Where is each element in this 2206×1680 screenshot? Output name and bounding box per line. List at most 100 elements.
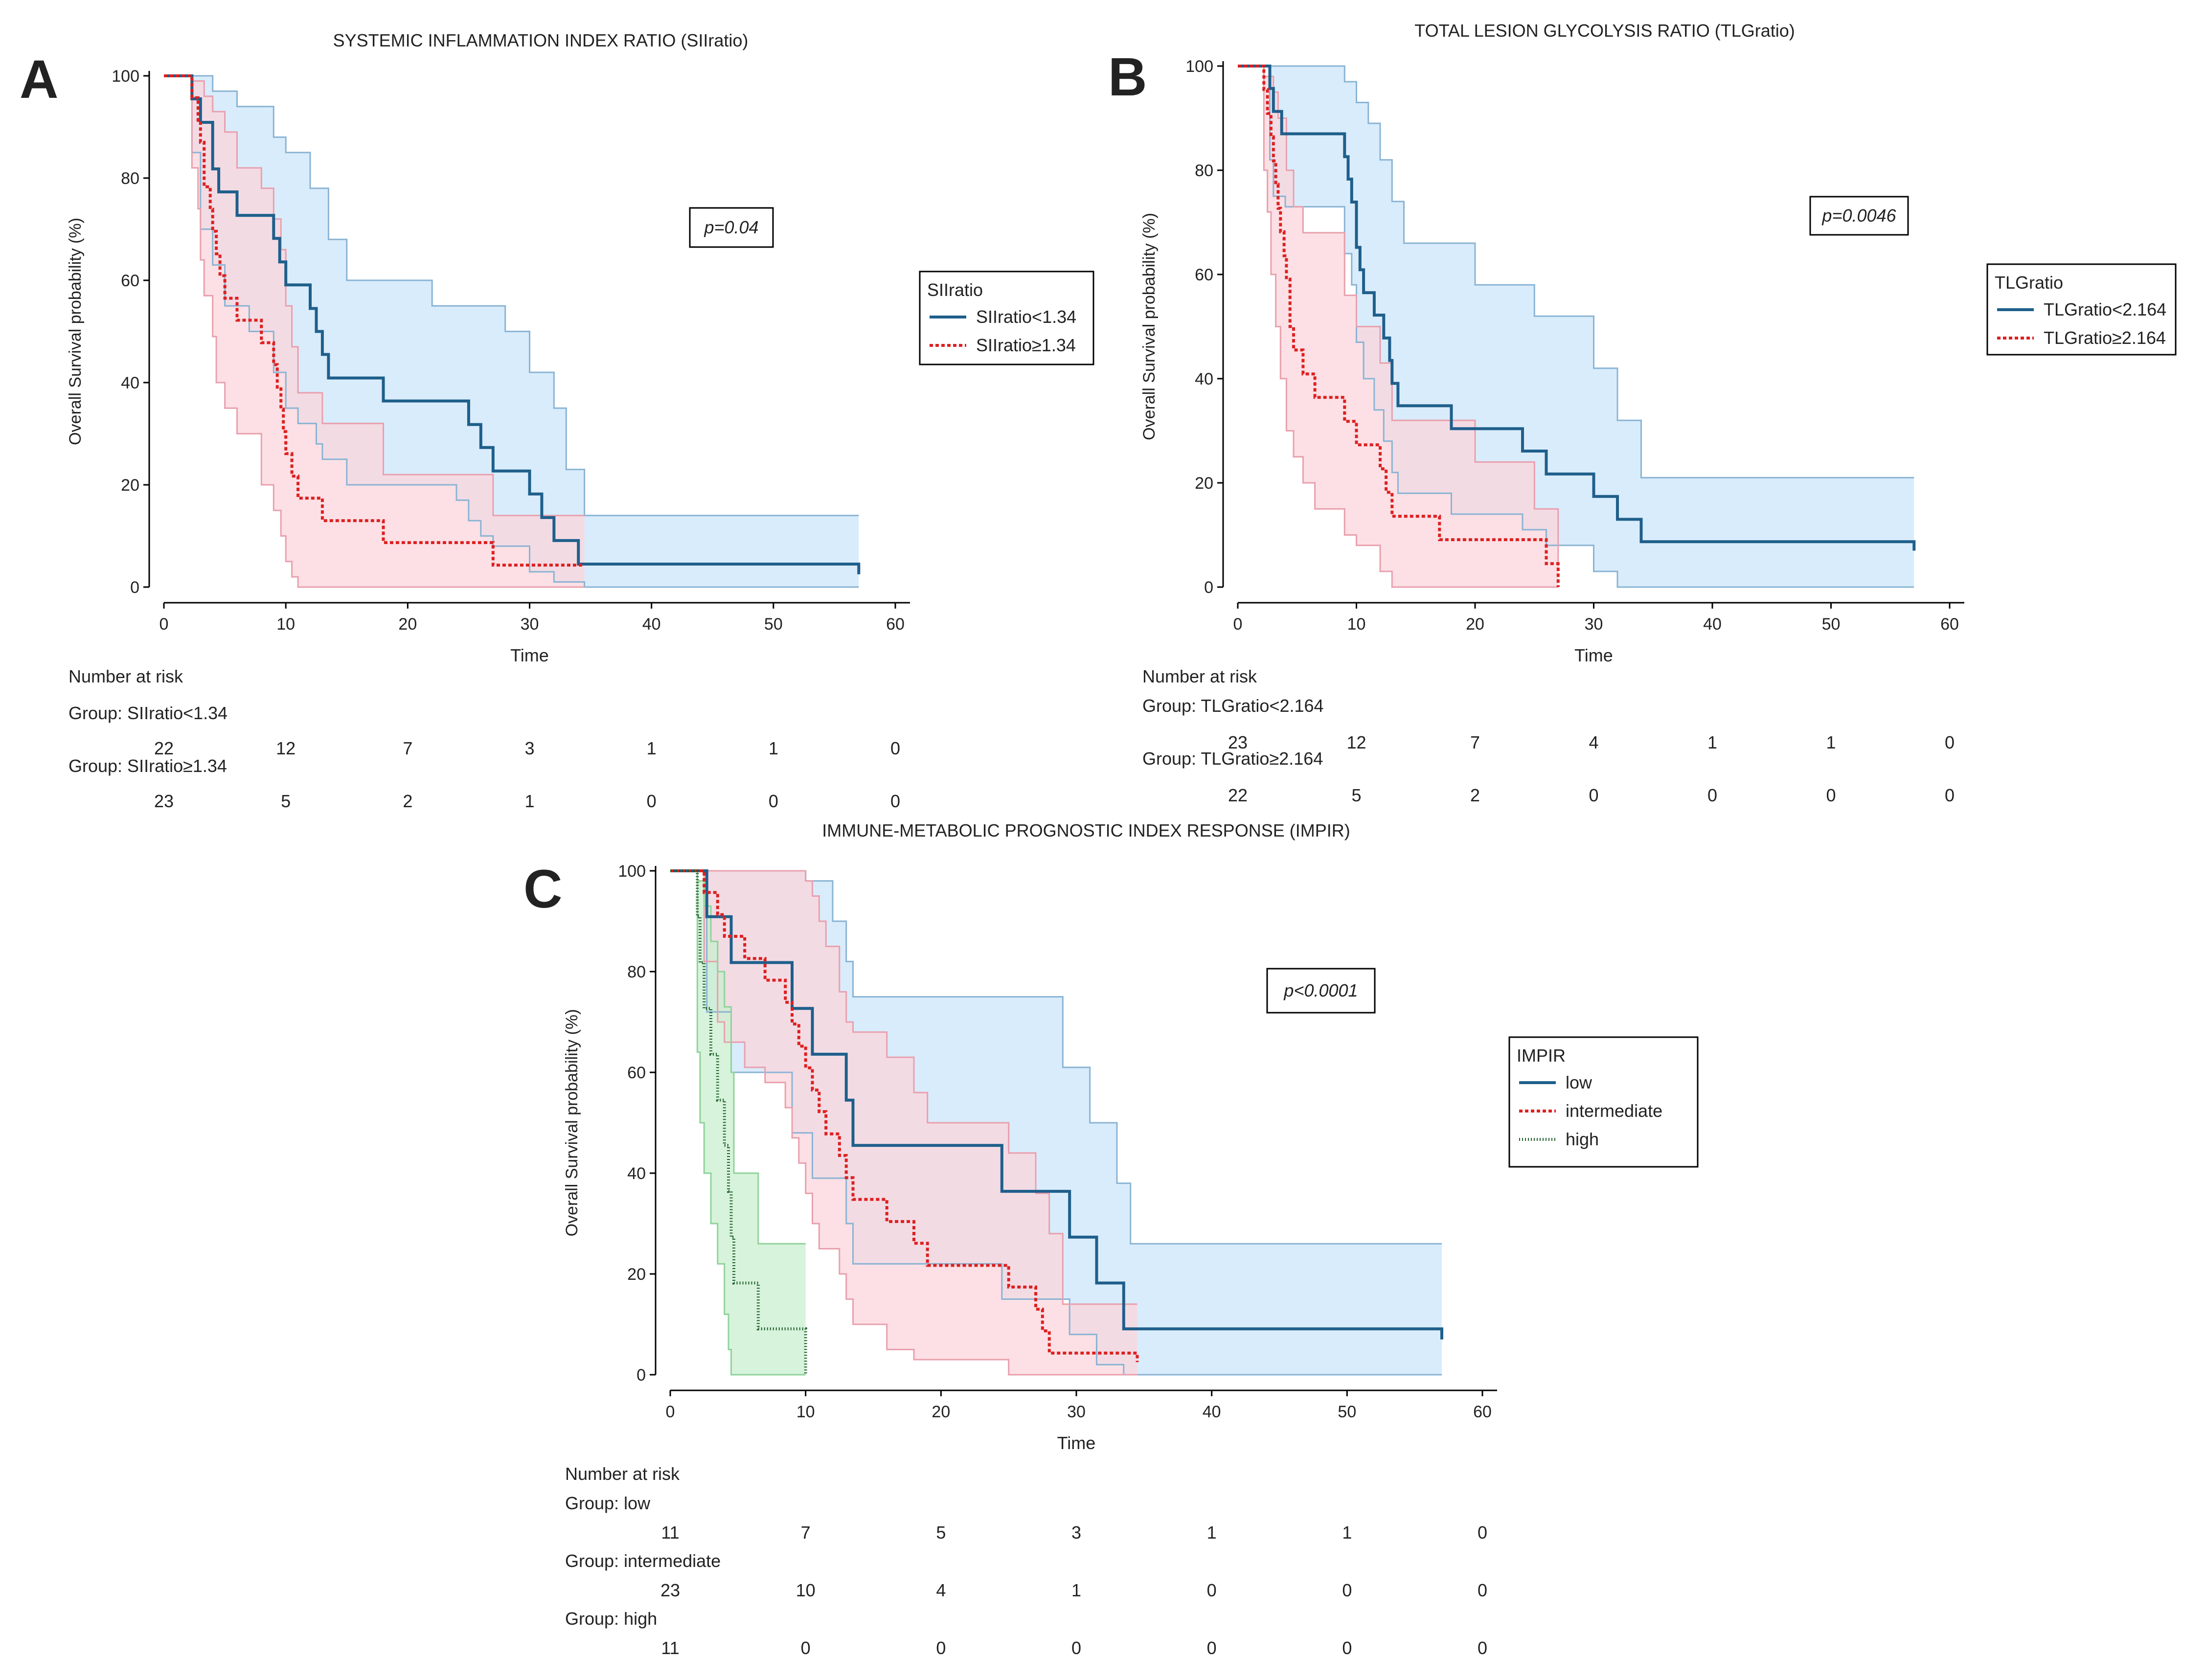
risk-count: 0 [1478,1638,1487,1658]
y-tick-label: 100 [112,67,139,86]
risk-group-label: Group: intermediate [565,1551,721,1571]
p-value-box [689,207,774,248]
y-axis-label: Overall Survival probability (%) [563,1009,581,1237]
risk-group-label: Group: SIIratio≥1.34 [68,756,227,776]
risk-group-label: Group: high [565,1609,657,1629]
risk-count: 0 [1071,1638,1081,1658]
km-curve-siiratio-1-34 [164,74,585,567]
x-tick-label: 10 [276,615,295,634]
y-tick-label: 0 [637,1366,646,1385]
panel-a: SYSTEMIC INFLAMMATION INDEX RATIO (SIIra… [20,30,1094,811]
x-tick-label: 40 [642,615,661,634]
risk-count: 0 [1945,732,1955,752]
panel-c: IMMUNE-METABOLIC PROGNOSTIC INDEX RESPON… [523,820,1699,1658]
risk-count: 1 [524,791,534,811]
x-tick-label: 40 [1203,1403,1221,1421]
y-axis-label: Overall Survival probability (%) [1140,213,1159,440]
risk-count: 0 [647,791,657,811]
x-tick-label: 60 [886,615,905,634]
risk-count: 0 [890,791,900,811]
y-tick-label: 80 [121,169,139,188]
risk-count: 1 [1071,1580,1081,1600]
y-tick-label: 40 [627,1164,646,1183]
risk-count: 1 [769,738,778,758]
risk-count: 12 [276,738,296,758]
legend-title: SIIratio [927,280,983,300]
y-tick-label: 20 [1195,474,1213,493]
p-value: p=0.04 [704,217,758,237]
y-tick-label: 40 [121,374,139,392]
ci-upper-tlgratio-2-164 [1238,65,1559,567]
risk-group-label: Group: low [565,1493,651,1513]
risk-table-heading: Number at risk [68,666,183,686]
legend-label-low: low [1566,1072,1592,1092]
y-tick-label: 0 [1204,578,1213,597]
risk-count: 1 [1707,732,1717,752]
legend-label-siiratio-1-34: SIIratio≥1.34 [976,335,1076,355]
risk-count: 0 [1207,1638,1217,1658]
risk-count: 0 [1707,785,1717,805]
km-curve-tlgratio-2-164 [1238,65,1916,551]
x-tick-label: 40 [1703,615,1722,634]
km-curve-intermediate [670,869,1139,1362]
ci-lower-siiratio-1-34 [164,75,859,588]
risk-count: 0 [769,791,778,811]
risk-group-label: Group: SIIratio<1.34 [68,703,227,723]
panel-letter: A [20,49,58,110]
ci-lower-intermediate [670,870,1137,1376]
risk-count: 1 [1826,732,1836,752]
y-tick-label: 20 [121,476,139,495]
risk-table-heading: Number at risk [1142,666,1257,686]
x-tick-label: 50 [764,615,783,634]
chart-title: TOTAL LESION GLYCOLYSIS RATIO (TLGratio) [1414,21,1795,41]
y-tick-label: 60 [1195,266,1213,284]
risk-count: 11 [661,1638,679,1658]
x-axis-label: Time [1574,645,1613,665]
x-axis-label: Time [510,645,549,665]
x-tick-label: 0 [666,1403,675,1421]
ci-upper-low [670,870,1442,1245]
risk-count: 10 [796,1580,816,1600]
p-value-box [1809,196,1909,236]
risk-group-label: Group: TLGratio<2.164 [1142,696,1324,716]
risk-count: 7 [801,1522,811,1543]
p-value-box [1266,968,1376,1014]
ci-lower-siiratio-1-34 [164,75,585,588]
legend-title: IMPIR [1517,1045,1566,1066]
y-tick-label: 60 [121,272,139,290]
risk-count: 0 [1478,1522,1487,1543]
chart-title: SYSTEMIC INFLAMMATION INDEX RATIO (SIIra… [333,30,749,50]
risk-count: 7 [403,738,412,758]
x-tick-label: 50 [1822,615,1841,634]
km-curve-low [670,869,1443,1339]
risk-count: 0 [1342,1638,1352,1658]
ci-upper-siiratio-1-34 [164,75,585,517]
chart-title: IMMUNE-METABOLIC PROGNOSTIC INDEX RESPON… [822,820,1350,840]
risk-count: 3 [1071,1522,1081,1543]
x-axis-label: Time [1057,1433,1096,1453]
ci-lower-high [670,870,806,1376]
risk-count: 22 [1228,785,1248,805]
risk-count: 7 [1470,732,1480,752]
risk-count: 4 [1589,732,1598,752]
risk-count: 23 [1228,732,1248,752]
ci-upper-intermediate [670,870,1137,1305]
y-tick-label: 60 [627,1064,646,1082]
x-tick-label: 10 [796,1403,815,1421]
p-value: p<0.0001 [1283,980,1358,1000]
ci-lower-tlgratio-2-164 [1238,65,1914,588]
risk-count: 0 [801,1638,811,1658]
x-tick-label: 50 [1338,1403,1356,1421]
p-value: p=0.0046 [1821,205,1896,226]
x-tick-label: 30 [521,615,539,634]
x-tick-label: 30 [1067,1403,1086,1421]
ci-lower-tlgratio-2-164 [1238,65,1558,588]
risk-count: 0 [936,1638,946,1658]
risk-count: 23 [660,1580,680,1600]
x-tick-label: 30 [1585,615,1603,634]
legend-box [1508,1036,1699,1168]
risk-count: 12 [1346,732,1366,752]
risk-count: 11 [661,1522,679,1543]
risk-count: 0 [890,738,900,758]
y-axis-label: Overall Survival probability (%) [66,218,85,445]
